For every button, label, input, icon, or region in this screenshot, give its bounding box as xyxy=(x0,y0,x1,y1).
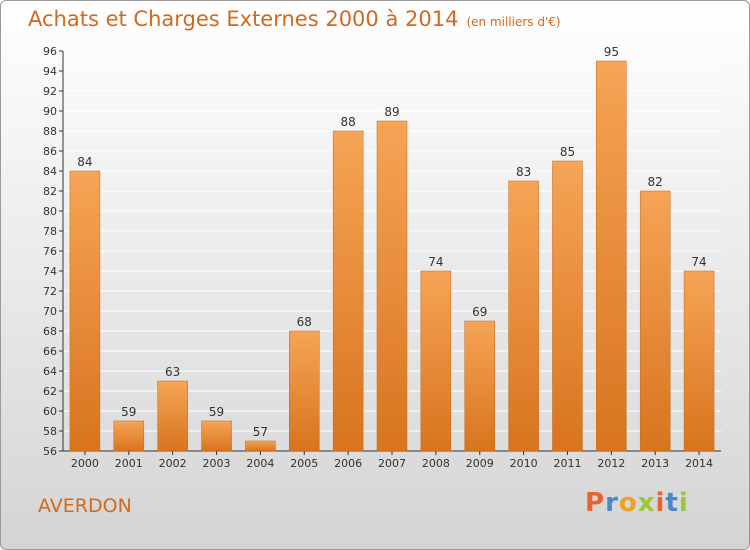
x-tick-label-2003: 2003 xyxy=(203,457,231,470)
x-tick-label-2008: 2008 xyxy=(422,457,450,470)
y-tick-label: 72 xyxy=(43,285,57,298)
y-tick-label: 70 xyxy=(43,305,57,318)
bar-2012 xyxy=(596,60,627,452)
y-tick-label: 88 xyxy=(43,125,57,138)
x-tick-label-2013: 2013 xyxy=(641,457,669,470)
logo-letter: i xyxy=(678,488,689,518)
logo-letter: r xyxy=(605,488,619,518)
value-label-2007: 89 xyxy=(384,105,399,119)
x-tick-label-2005: 2005 xyxy=(290,457,318,470)
logo-letter: P xyxy=(585,488,606,518)
bar-2011 xyxy=(552,160,583,452)
y-tick-label: 90 xyxy=(43,105,57,118)
y-tick-label: 68 xyxy=(43,325,57,338)
x-tick-label-2014: 2014 xyxy=(685,457,713,470)
bar-2010 xyxy=(508,180,539,452)
bar-2001 xyxy=(113,420,145,452)
x-tick-label-2004: 2004 xyxy=(246,457,274,470)
y-tick-label: 62 xyxy=(43,385,57,398)
y-tick-label: 66 xyxy=(43,345,57,358)
y-tick-label: 94 xyxy=(43,65,57,78)
chart-subtitle: (en milliers d'€) xyxy=(466,15,561,29)
y-tick-label: 64 xyxy=(43,365,57,378)
y-tick-label: 60 xyxy=(43,405,57,418)
x-tick-label-2012: 2012 xyxy=(597,457,625,470)
bar-2013 xyxy=(639,190,671,452)
y-tick-label: 56 xyxy=(43,445,57,458)
value-label-2011: 85 xyxy=(560,145,575,159)
y-tick-label: 58 xyxy=(43,425,57,438)
y-tick-label: 74 xyxy=(43,265,57,278)
bar-2008 xyxy=(420,270,452,452)
commune-name: AVERDON xyxy=(38,495,132,517)
value-label-2005: 68 xyxy=(297,315,312,329)
proxiti-logo: Proxiti xyxy=(585,488,689,518)
chart-title: Achats et Charges Externes 2000 à 2014 xyxy=(28,7,459,31)
x-tick-label-2001: 2001 xyxy=(115,457,143,470)
bar-2003 xyxy=(201,420,232,452)
logo-letter: i xyxy=(655,488,666,518)
bar-2007 xyxy=(376,120,408,452)
value-label-2003: 59 xyxy=(209,405,224,419)
x-tick-label-2000: 2000 xyxy=(71,457,99,470)
value-label-2004: 57 xyxy=(253,425,268,439)
y-tick-label: 92 xyxy=(43,85,57,98)
bar-2004 xyxy=(245,440,276,452)
bar-2002 xyxy=(157,380,188,452)
bar-2000 xyxy=(69,170,101,452)
bar-2005 xyxy=(289,330,320,452)
y-tick-label: 96 xyxy=(43,45,57,58)
y-tick-label: 78 xyxy=(43,225,57,238)
logo-letter: t xyxy=(665,488,679,518)
x-tick-label-2007: 2007 xyxy=(378,457,406,470)
value-label-2010: 83 xyxy=(516,165,531,179)
y-tick-label: 76 xyxy=(43,245,57,258)
bar-2006 xyxy=(332,130,364,452)
x-tick-label-2010: 2010 xyxy=(510,457,538,470)
logo-letter: o xyxy=(618,488,638,518)
x-tick-label-2006: 2006 xyxy=(334,457,362,470)
y-tick-label: 86 xyxy=(43,145,57,158)
y-tick-label: 80 xyxy=(43,205,57,218)
labels: 56 58 60 62 64 66 68 70 72 74 76 78 80 82 84 86 88 90 92 94… xyxy=(43,45,713,470)
x-tick-label-2009: 2009 xyxy=(466,457,494,470)
value-label-2002: 63 xyxy=(165,365,180,379)
y-tick-label: 82 xyxy=(43,185,57,198)
logo-letter: x xyxy=(637,488,656,518)
x-tick-label-2011: 2011 xyxy=(553,457,581,470)
value-label-2009: 69 xyxy=(472,305,487,319)
value-label-2014: 74 xyxy=(691,255,706,269)
bar-2014 xyxy=(683,270,715,452)
value-label-2001: 59 xyxy=(121,405,136,419)
chart-title-block: Achats et Charges Externes 2000 à 2014 (e… xyxy=(28,7,561,31)
bar-2009 xyxy=(464,320,495,452)
x-tick-label-2002: 2002 xyxy=(159,457,187,470)
value-label-2000: 84 xyxy=(77,155,92,169)
value-label-2013: 82 xyxy=(648,175,663,189)
value-label-2012: 95 xyxy=(604,45,619,59)
value-label-2008: 74 xyxy=(428,255,443,269)
bars xyxy=(69,60,715,452)
y-tick-label: 84 xyxy=(43,165,57,178)
value-label-2006: 88 xyxy=(340,115,355,129)
